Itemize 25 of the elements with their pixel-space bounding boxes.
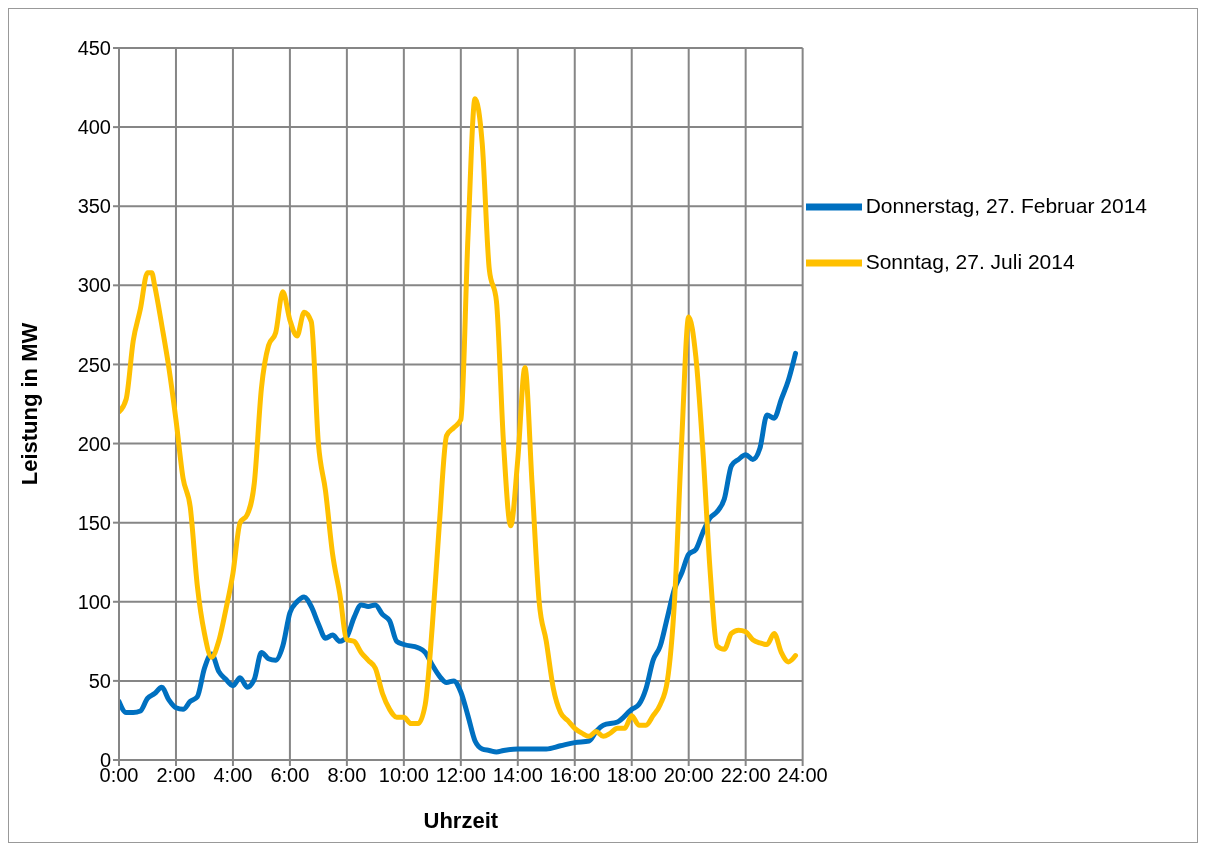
x-tick-label: 18:00 <box>606 764 657 787</box>
y-tick-label: 50 <box>88 669 111 692</box>
x-tick-label: 16:00 <box>549 764 600 787</box>
y-tick-label: 200 <box>77 432 111 455</box>
x-tick-label: 14:00 <box>492 764 543 787</box>
x-tick-label: 22:00 <box>720 764 771 787</box>
x-tick-label: 24:00 <box>777 764 828 787</box>
x-tick-label: 2:00 <box>156 764 196 787</box>
y-tick-label: 100 <box>77 590 111 613</box>
x-axis-title: Uhrzeit <box>423 808 499 833</box>
x-tick-label: 8:00 <box>327 764 367 787</box>
y-tick-label: 150 <box>77 511 111 534</box>
legend-label: Sonntag, 27. Juli 2014 <box>865 249 1075 273</box>
x-tick-label: 20:00 <box>663 764 714 787</box>
x-tick-label: 10:00 <box>378 764 429 787</box>
y-axis-title: Leistung in MW <box>16 322 42 486</box>
y-tick-label: 250 <box>77 353 111 376</box>
y-tick-label: 300 <box>77 274 111 297</box>
legend-label: Donnerstag, 27. Februar 2014 <box>865 193 1147 217</box>
x-tick-label: 12:00 <box>435 764 486 787</box>
y-tick-label: 450 <box>77 37 111 60</box>
y-tick-label: 400 <box>77 116 111 139</box>
x-tick-label: 6:00 <box>270 764 310 787</box>
y-tick-label: 350 <box>77 195 111 218</box>
x-tick-label: 4:00 <box>213 764 253 787</box>
